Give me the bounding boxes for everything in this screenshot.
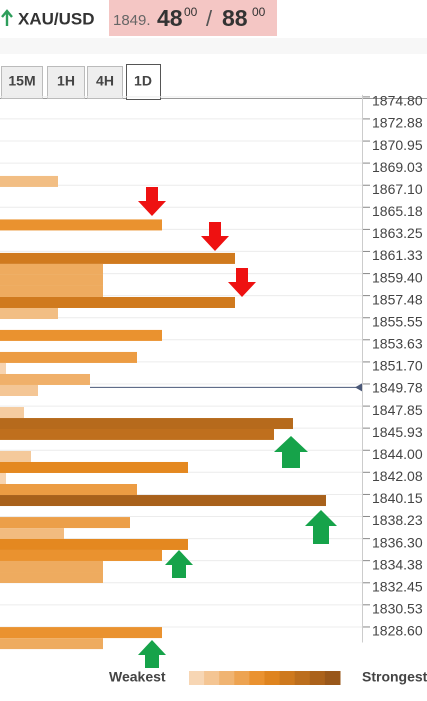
bar [0,472,6,484]
y-tick-label: 1832.45 [372,578,423,594]
legend-strong: Strongest [362,669,427,685]
tab-label[interactable]: 1H [57,73,75,89]
legend-weak: Weakest [109,669,166,685]
down-arrow [201,222,229,251]
bar [0,252,235,264]
y-tick-label: 1851.70 [372,358,423,374]
tab-label[interactable]: 4H [96,73,114,89]
y-tick-label: 1849.78 [372,380,423,396]
header-band [0,38,427,54]
up-arrow [305,510,337,544]
tab[interactable] [87,66,123,99]
bar [0,484,137,496]
bar [0,351,137,363]
legend-swatch [294,671,311,685]
y-tick-label: 1842.08 [372,468,423,484]
plot: 1874.80 1872.88 1870.95 1869.03 1867.10 1865.… [0,93,423,650]
ask-small: 00 [252,5,266,19]
up-arrow [274,436,308,468]
bid-small: 00 [184,5,198,19]
y-tick-label: 1847.85 [372,402,423,418]
bar [0,450,31,462]
legend-swatch [279,671,296,685]
up-arrow [165,550,193,578]
bar [0,461,188,473]
bar [0,308,58,320]
y-tick-label: 1872.88 [372,115,423,131]
bar [0,296,235,308]
y-tick-label: 1857.48 [372,291,423,307]
legend-swatch [324,671,341,685]
bar [0,373,90,385]
legend-swatch [204,671,220,685]
tab-label[interactable]: 1D [134,73,152,89]
legend-swatch [234,671,250,685]
separator: / [206,6,213,31]
y-tick-label: 1859.40 [372,269,423,285]
bar [0,538,188,550]
y-tick-label: 1861.33 [372,247,423,263]
support-arrows [138,436,337,668]
y-tick-label: 1830.53 [372,601,423,617]
legend-swatch [309,671,326,685]
y-tick-label: 1838.23 [372,512,423,528]
legend-swatch [249,671,265,685]
y-tick-label: 1855.55 [372,313,423,329]
bar [0,428,274,440]
down-arrow [138,187,166,216]
y-tick-label: 1870.95 [372,137,423,153]
y-tick-label: 1874.80 [372,93,423,109]
tab[interactable] [47,66,85,99]
tab-label[interactable]: 15M [8,73,35,89]
symbol: XAU/USD [18,9,95,28]
bar [0,329,162,341]
bar [0,285,103,297]
bar [0,263,103,275]
bar [0,175,58,187]
y-tick-label: 1869.03 [372,159,423,175]
resistance-arrows [138,187,256,297]
bar [0,495,326,507]
up-icon [1,9,13,26]
tab[interactable] [1,66,43,99]
legend-gradient [189,671,341,685]
ask-big: 88 [222,5,248,31]
y-tick-label: 1834.38 [372,556,423,572]
y-tick-label: 1844.00 [372,446,423,462]
up-arrow [138,640,166,668]
bar [0,418,293,430]
bar [0,549,162,561]
bar [0,274,103,286]
bar [0,362,6,374]
bar [0,528,64,540]
bar [0,627,162,639]
down-arrow [228,268,256,297]
current-price-marker [355,383,362,392]
y-tick-label: 1845.93 [372,424,423,440]
bid-big: 48 [157,5,183,31]
bid-prefix: 1849. [113,12,151,29]
y-tick-label: 1828.60 [372,623,423,639]
bar [0,384,38,396]
bar [0,517,130,529]
y-tick-label: 1863.25 [372,225,423,241]
legend-swatch [219,671,235,685]
legend-swatch [189,671,205,685]
y-tick-label: 1867.10 [372,181,423,197]
y-tick-label: 1853.63 [372,335,423,351]
bar [0,638,103,650]
y-tick-label: 1840.15 [372,490,423,506]
bar [0,560,103,572]
y-tick-label: 1865.18 [372,203,423,219]
legend-swatch [264,671,281,685]
y-tick-label: 1836.30 [372,534,423,550]
tab-active[interactable] [126,64,161,100]
bar [0,219,162,231]
price-box [109,0,277,36]
bar [0,572,103,584]
bar [0,407,24,419]
